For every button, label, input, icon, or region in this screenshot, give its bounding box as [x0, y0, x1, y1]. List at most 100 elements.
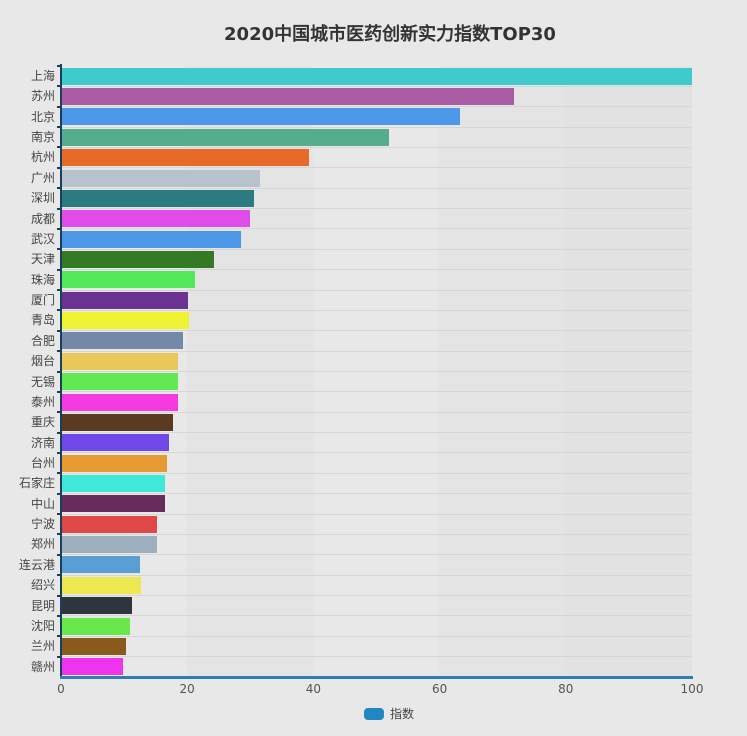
grid-line — [61, 269, 692, 271]
y-tick — [57, 472, 61, 475]
y-tick-label: 沈阳 — [30, 618, 55, 633]
y-tick — [57, 614, 61, 617]
bar[interactable] — [61, 128, 390, 146]
y-tick-label: 武汉 — [30, 231, 55, 246]
bar[interactable] — [61, 108, 461, 126]
bar[interactable] — [61, 617, 130, 635]
grid-line — [61, 228, 692, 230]
grid-line — [61, 289, 692, 291]
y-tick-label: 泰州 — [30, 394, 55, 409]
bar[interactable] — [61, 454, 167, 472]
grid-line — [61, 656, 692, 658]
y-tick-label: 北京 — [30, 109, 55, 124]
y-tick — [57, 187, 61, 190]
bar[interactable] — [61, 413, 173, 431]
bar[interactable] — [61, 67, 692, 85]
y-tick-label: 杭州 — [30, 150, 55, 165]
y-tick — [57, 146, 61, 149]
y-tick-label: 苏州 — [30, 89, 55, 104]
y-tick-label: 广州 — [30, 170, 55, 185]
y-tick — [57, 390, 61, 393]
grid-line — [61, 248, 692, 250]
bar[interactable] — [61, 88, 515, 106]
bar[interactable] — [61, 291, 189, 309]
y-tick-label: 济南 — [30, 435, 55, 450]
bar[interactable] — [61, 271, 195, 289]
bar[interactable] — [61, 373, 179, 391]
bar[interactable] — [61, 149, 309, 167]
y-tick-label: 厦门 — [30, 293, 55, 308]
bar[interactable] — [61, 475, 166, 493]
bar[interactable] — [61, 169, 260, 187]
y-tick — [57, 329, 61, 332]
y-tick — [57, 126, 61, 129]
bar[interactable] — [61, 637, 126, 655]
bar[interactable] — [61, 536, 157, 554]
bar[interactable] — [61, 230, 241, 248]
y-tick-label: 南京 — [30, 130, 55, 145]
x-tick-label: 60 — [431, 682, 448, 696]
y-tick — [57, 268, 61, 271]
bar[interactable] — [61, 250, 214, 268]
chart-title: 2020中国城市医药创新实力指数TOP30 — [224, 24, 556, 45]
y-tick — [57, 370, 61, 373]
grid-line — [61, 493, 692, 495]
y-tick-label: 绍兴 — [30, 578, 55, 593]
x-tick-label: 80 — [558, 682, 574, 696]
grid-line — [61, 411, 692, 413]
y-tick-label: 宁波 — [30, 517, 55, 532]
y-tick-label: 重庆 — [30, 415, 55, 430]
bar[interactable] — [61, 658, 123, 676]
y-tick-label: 石家庄 — [18, 476, 55, 491]
y-tick-label: 赣州 — [30, 659, 55, 674]
grid-line — [61, 330, 692, 332]
y-tick-label: 天津 — [30, 252, 55, 267]
grid-line — [61, 432, 692, 434]
grid-line — [61, 452, 692, 454]
y-tick — [57, 166, 61, 169]
grid-line — [61, 208, 692, 210]
y-tick-label: 昆明 — [30, 598, 55, 613]
y-tick — [57, 248, 61, 251]
y-tick-label: 中山 — [30, 496, 55, 511]
y-tick-label: 烟台 — [30, 354, 55, 369]
y-tick — [57, 309, 61, 312]
bar[interactable] — [61, 576, 142, 594]
y-tick-label: 深圳 — [30, 191, 55, 206]
bar[interactable] — [61, 434, 169, 452]
y-tick — [57, 635, 61, 638]
y-tick — [57, 451, 61, 454]
grid-line — [61, 126, 692, 128]
grid-line — [61, 371, 692, 372]
bar[interactable] — [61, 189, 255, 207]
legend-swatch — [364, 707, 384, 720]
y-tick — [57, 553, 61, 556]
y-tick — [57, 574, 61, 577]
y-tick-label: 台州 — [30, 455, 55, 470]
grid-line — [61, 391, 692, 393]
x-tick-label: 0 — [57, 682, 65, 696]
bar[interactable] — [61, 495, 166, 513]
grid-line — [61, 615, 692, 617]
bar[interactable] — [61, 210, 250, 228]
grid-line — [61, 309, 692, 311]
y-tick-label: 珠海 — [30, 272, 55, 287]
bar[interactable] — [61, 332, 183, 350]
y-tick — [57, 289, 61, 292]
grid-line — [61, 635, 692, 637]
y-tick-label: 无锡 — [30, 374, 55, 389]
bar[interactable] — [61, 597, 133, 615]
grid-line — [61, 350, 692, 352]
bar[interactable] — [61, 393, 178, 411]
bar[interactable] — [61, 556, 140, 574]
x-axis-line — [60, 676, 693, 679]
bar[interactable] — [61, 352, 179, 370]
y-tick — [57, 65, 61, 67]
grid-line — [61, 167, 692, 169]
bar[interactable] — [61, 312, 190, 330]
legend[interactable]: 指数 — [364, 705, 414, 722]
grid-line — [61, 146, 692, 148]
x-tick-label: 20 — [179, 682, 195, 696]
bar[interactable] — [61, 515, 157, 533]
y-tick — [57, 411, 61, 414]
